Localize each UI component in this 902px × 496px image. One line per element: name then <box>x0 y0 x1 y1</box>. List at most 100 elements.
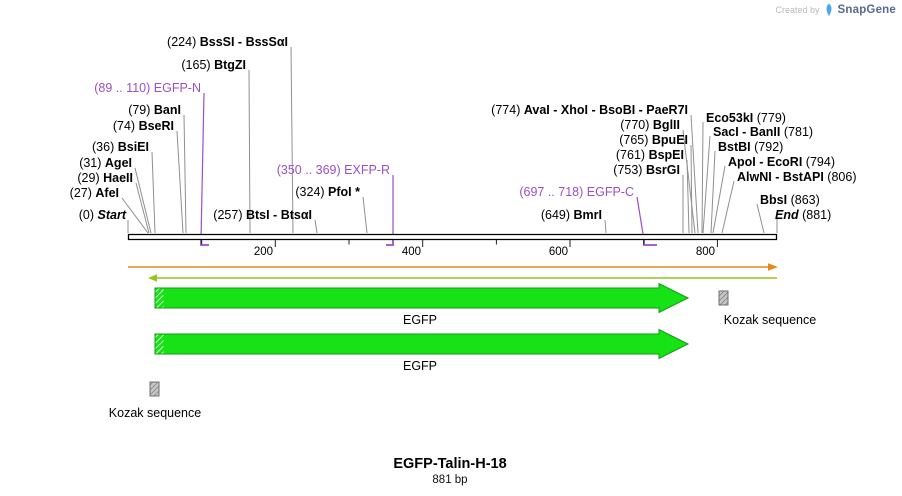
enzyme-label-afei[interactable]: (27) AfeI <box>70 186 119 200</box>
feature-label-kozak-1: Kozak sequence <box>723 313 817 327</box>
enzyme-position: (165) <box>181 58 211 72</box>
enzyme-position: (806) <box>827 170 857 184</box>
enzyme-position: (27) <box>69 186 92 200</box>
primer-range: (697 .. 718) <box>519 185 584 199</box>
enzyme-label-bstbi[interactable]: BstBI (792) <box>718 140 783 154</box>
feature-label-kozak-2: Kozak sequence <box>108 406 202 420</box>
enzyme-name: BstBI <box>718 140 751 154</box>
enzyme-name: BmrI <box>573 208 602 222</box>
enzyme-label-agei[interactable]: (31) AgeI <box>79 156 132 170</box>
enzyme-name: BsiEI <box>117 140 149 154</box>
enzyme-position: (774) <box>491 103 521 117</box>
enzyme-position: (863) <box>790 193 820 207</box>
enzyme-position: (79) <box>128 103 151 117</box>
enzyme-name: BspEI <box>648 148 684 162</box>
primer-name: EXFP-R <box>344 163 390 177</box>
enzyme-connector-lines <box>121 46 778 234</box>
primer-mark-egfp-c <box>643 240 657 246</box>
ruler-label-200: 200 <box>253 246 273 258</box>
primer-name: EGFP-N <box>153 81 201 95</box>
enzyme-position: (224) <box>167 35 197 49</box>
enzyme-name: AlwNI - BstAPI <box>737 170 824 184</box>
primer-label-exfp-r[interactable]: (350 .. 369) EXFP-R <box>277 163 390 177</box>
enzyme-name: BpuEI <box>651 133 688 147</box>
enzyme-label-eco53ki[interactable]: Eco53kI (779) <box>706 111 786 125</box>
enzyme-label-bspei[interactable]: (761) BspEI <box>616 148 684 162</box>
enzyme-label-bbsi[interactable]: BbsI (863) <box>760 193 820 207</box>
start-label[interactable]: (0) Start <box>79 208 126 222</box>
enzyme-position: (649) <box>540 208 571 222</box>
snapgene-logo-icon <box>826 3 832 16</box>
feature-kozak-box-1[interactable] <box>718 290 729 306</box>
enzyme-name: Eco53kI <box>706 111 754 125</box>
feature-label-egfp-2: EGFP <box>402 359 438 373</box>
enzyme-label-haeii[interactable]: (29) HaeII <box>77 171 133 185</box>
end-label[interactable]: End (881) <box>775 208 831 222</box>
enzyme-position: (257) <box>213 208 243 222</box>
enzyme-position: (781) <box>783 125 814 139</box>
primer-range: (89 .. 110) <box>94 81 151 95</box>
ruler-label-800: 800 <box>695 246 715 258</box>
enzyme-position: (770) <box>620 118 650 132</box>
end-position: (881) <box>802 208 832 222</box>
snapgene-watermark: Created by SnapGene <box>775 3 896 17</box>
enzyme-name: BanI <box>153 103 181 117</box>
primer-label-egfp-c[interactable]: (697 .. 718) EGFP-C <box>519 185 634 199</box>
enzyme-name: BtsI - BtsαI <box>245 208 312 222</box>
primer-mark-egfp-n <box>200 240 209 246</box>
enzyme-name: PfoI * <box>328 185 360 199</box>
enzyme-position: (765) <box>619 133 649 147</box>
enzyme-label-btgzi[interactable]: (165) BtgZI <box>181 58 246 72</box>
enzyme-label-bsrgi[interactable]: (753) BsrGI <box>613 163 680 177</box>
start-position: (0) <box>78 208 95 222</box>
enzyme-label-pfoi[interactable]: (324) PfoI * <box>295 185 360 199</box>
enzyme-position: (74) <box>112 119 136 133</box>
enzyme-name: SacI - BanII <box>713 125 781 139</box>
enzyme-name: BseRI <box>138 119 174 133</box>
enzyme-name: HaeII <box>103 171 133 185</box>
snapgene-brand-text: SnapGene <box>837 4 896 16</box>
enzyme-name: BglII <box>652 118 680 132</box>
ruler-label-600: 600 <box>548 246 568 258</box>
enzyme-name: AvaI - XhoI - BsoBI - PaeR7I <box>523 103 688 117</box>
enzyme-label-bseri[interactable]: (74) BseRI <box>113 119 174 133</box>
primer-label-egfp-n[interactable]: (89 .. 110) EGFP-N <box>94 81 201 95</box>
enzyme-name: BbsI <box>760 193 788 207</box>
enzyme-name: AfeI <box>95 186 119 200</box>
feature-egfp-arrow-1[interactable] <box>154 282 690 314</box>
ruler-label-400: 400 <box>401 246 421 258</box>
enzyme-label-saci[interactable]: SacI - BanII (781) <box>713 125 813 139</box>
feature-egfp-arrow-2[interactable] <box>154 328 690 360</box>
construct-length: 881 bp <box>432 474 468 486</box>
enzyme-position: (779) <box>756 111 786 125</box>
enzyme-label-btsi[interactable]: (257) BtsI - BtsαI <box>213 208 312 222</box>
enzyme-label-bglii[interactable]: (770) BglII <box>620 118 680 132</box>
created-by-text: Created by <box>775 5 820 15</box>
enzyme-position: (36) <box>92 140 115 154</box>
sequence-bar <box>127 233 778 241</box>
enzyme-label-bani[interactable]: (79) BanI <box>128 103 181 117</box>
enzyme-name: BtgZI <box>214 58 246 72</box>
enzyme-name: BssSI - BssSαI <box>199 35 288 49</box>
orf-line-reverse <box>148 274 777 282</box>
enzyme-name: BsrGI <box>645 163 680 177</box>
enzyme-label-bsiei[interactable]: (36) BsiEI <box>92 140 149 154</box>
start-text: Start <box>97 208 126 222</box>
enzyme-label-bmri[interactable]: (649) BmrI <box>541 208 602 222</box>
primer-mark-exfp-r <box>386 240 394 246</box>
enzyme-label-bpuei[interactable]: (765) BpuEI <box>619 133 688 147</box>
enzyme-position: (324) <box>295 185 325 199</box>
enzyme-name: AgeI <box>104 156 132 170</box>
primer-connector-lines <box>200 92 657 246</box>
enzyme-position: (31) <box>79 156 102 170</box>
enzyme-label-apoi[interactable]: ApoI - EcoRI (794) <box>728 155 835 169</box>
enzyme-label-bsssi[interactable]: (224) BssSI - BssSαI <box>167 35 288 49</box>
enzyme-label-avai[interactable]: (774) AvaI - XhoI - BsoBI - PaeR7I <box>491 103 688 117</box>
construct-title: EGFP-Talin-H-18 <box>393 456 507 472</box>
orf-line-forward <box>128 263 778 271</box>
feature-kozak-box-2[interactable] <box>149 381 160 397</box>
enzyme-label-alwni[interactable]: AlwNI - BstAPI (806) <box>737 170 856 184</box>
enzyme-position: (792) <box>754 140 784 154</box>
